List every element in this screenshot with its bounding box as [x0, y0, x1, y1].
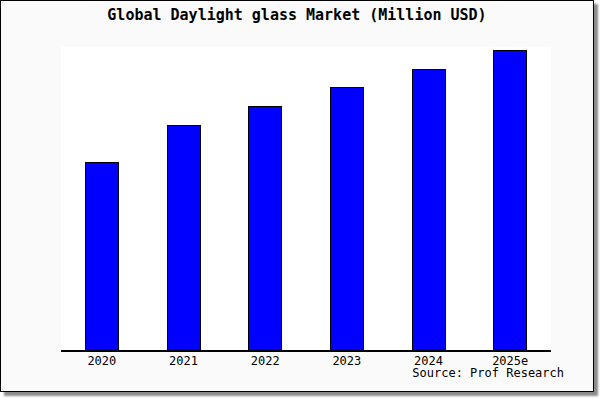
- bar-slot: [388, 69, 470, 351]
- source-credit: Source: Prof Research: [412, 366, 564, 380]
- x-axis-line: [61, 350, 551, 352]
- x-tick-label-2022: 2022: [224, 354, 306, 368]
- x-tick-label-2023: 2023: [306, 354, 388, 368]
- bar-2023: [330, 87, 364, 351]
- x-tick-label-2020: 2020: [61, 354, 143, 368]
- bar-2025e: [493, 50, 527, 351]
- x-tick-label-2021: 2021: [143, 354, 225, 368]
- bar-2020: [85, 162, 119, 351]
- bar-slot: [306, 87, 388, 351]
- chart-title: Global Daylight glass Market (Million US…: [1, 6, 593, 24]
- bar-slot: [469, 50, 551, 351]
- bar-slot: [224, 106, 306, 351]
- chart-frame: Global Daylight glass Market (Million US…: [0, 0, 594, 392]
- bar-slot: [61, 162, 143, 351]
- bar-2022: [248, 106, 282, 351]
- bars-container: [61, 47, 551, 351]
- bar-2024: [412, 69, 446, 351]
- plot-area: [61, 47, 551, 351]
- bar-slot: [143, 125, 225, 351]
- bar-2021: [167, 125, 201, 351]
